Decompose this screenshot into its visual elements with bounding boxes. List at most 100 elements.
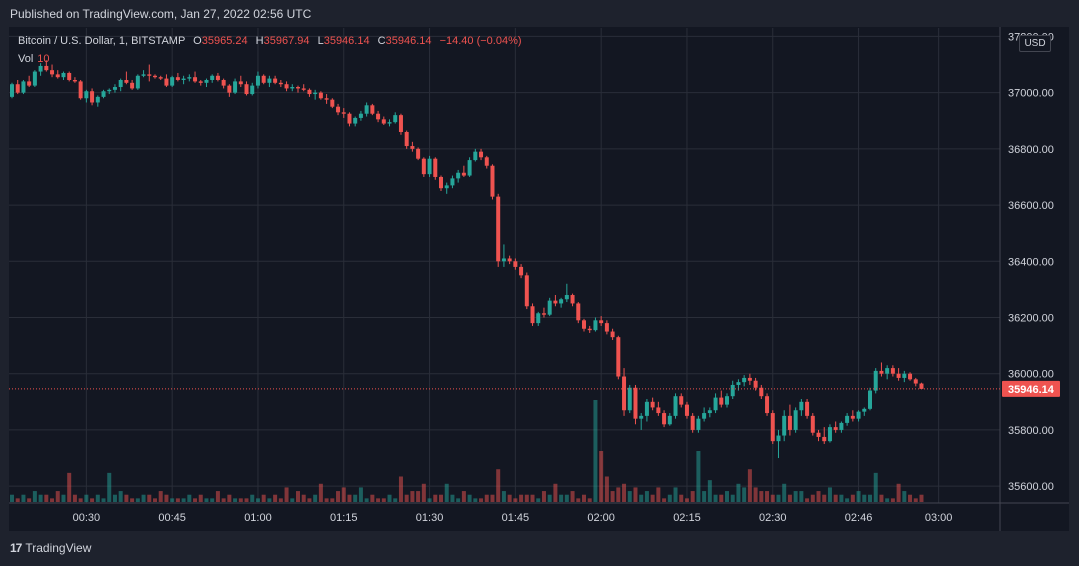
candle-body [582,320,586,329]
volume-bar [593,400,598,502]
time-tick-label: 02:00 [587,512,615,524]
currency-button[interactable]: USD [1019,35,1051,52]
volume-bar [187,494,192,502]
low-label: L [317,35,324,47]
volume-bar [519,494,524,502]
candle-body [130,82,135,89]
candle-body [913,379,918,384]
candle-body [181,78,186,80]
volume-bar [95,494,100,502]
candle-body [381,119,386,124]
candle-body [21,81,26,93]
volume-bar [822,494,827,502]
candle-body [541,313,546,315]
volume-bar [318,483,323,502]
volume-bar [244,498,249,502]
candle-body [301,88,306,90]
volume-bar [364,498,369,502]
volume-bar [130,498,135,502]
time-tick-label: 00:45 [158,512,186,524]
candle-body [473,151,478,161]
candle-body [805,401,810,416]
volume-bar [284,487,289,502]
volume-bar [204,498,209,502]
candle-body [461,172,466,176]
candle-body [427,158,432,175]
candle-body [850,415,855,419]
volume-label[interactable]: Vol [18,53,34,65]
candle-body [702,413,707,419]
volume-bar [215,491,220,502]
volume-bar [296,491,300,502]
volume-bar [770,494,775,502]
volume-bar [513,498,518,502]
volume-bar [845,498,850,502]
candle-body [284,84,289,89]
volume-bar [416,491,421,502]
volume-bar [78,498,83,502]
volume-bar [616,487,621,502]
volume-bar [347,494,352,502]
candle-body [153,75,157,78]
candle-body [479,151,484,158]
volume-bar [135,498,140,502]
candle-body [719,397,724,405]
volume-bar [850,494,855,502]
volume-bar [261,494,266,502]
candle-body [341,112,346,114]
volume-bar [210,498,215,502]
candle-body [713,397,718,411]
candle-body [164,78,169,86]
symbol-label[interactable]: Bitcoin / U.S. Dollar, 1, BITSTAMP [18,35,186,47]
candle-body [72,79,77,82]
volume-bar [833,494,838,502]
volume-bar [919,494,924,502]
candle-body [667,415,672,425]
volume-bar [278,498,283,502]
chart-frame[interactable] [9,27,1069,531]
volume-bar [725,491,729,502]
candle-body [210,75,215,80]
volume-bar [673,487,678,502]
volume-bar [118,491,123,502]
volume-bar [639,494,644,502]
footer-brand[interactable]: 17 TradingView [10,541,91,555]
volume-bar [633,487,638,502]
candle-body [175,77,180,80]
candle-body [50,70,55,75]
candle-body [101,91,106,97]
volume-bar [90,498,95,502]
candle-body [233,81,238,93]
volume-bar [765,491,770,502]
volume-bar [776,494,781,502]
tradingview-logo-icon: 17 [10,541,22,555]
volume-bar [759,491,764,502]
candle-body [770,413,775,442]
volume-bar [684,498,689,502]
volume-bar [233,498,238,502]
candle-body [221,79,226,86]
candle-body [599,320,604,324]
candle-body [536,313,541,324]
candle-body [633,387,638,419]
candle-body [810,415,815,433]
volume-bar [147,494,152,502]
volume-bar [799,491,804,502]
candle-body [873,370,878,391]
candle-body [410,146,415,149]
volume-bar [816,491,821,502]
volume-bar [530,494,535,502]
price-tick-label: 35800.00 [1008,425,1054,437]
candle-body [868,390,872,409]
volume-bar [736,483,741,502]
candle-body [816,432,821,437]
candle-body [398,115,403,132]
volume-bar [221,498,226,502]
volume-bar [450,494,455,502]
candle-body [793,410,798,430]
volume-bar [650,494,655,502]
candle-body [290,87,295,89]
candle-body [484,157,489,166]
candle-body [215,75,220,80]
